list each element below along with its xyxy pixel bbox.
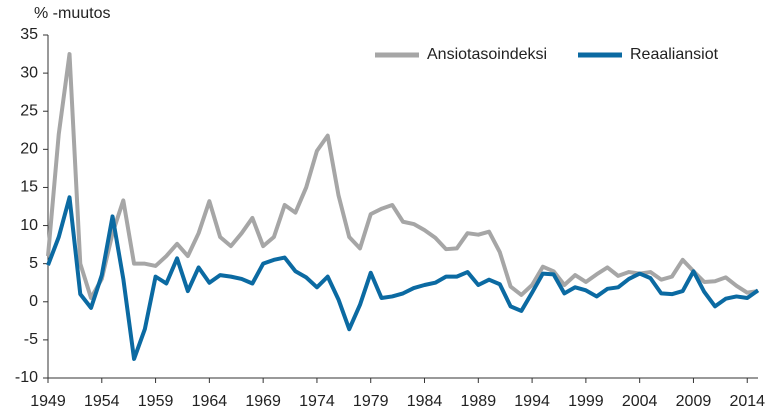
x-tick-label: 2014 — [729, 393, 765, 410]
x-tick-label: 2009 — [676, 393, 712, 410]
y-tick-label: -5 — [24, 331, 38, 348]
x-tick-label: 1979 — [353, 393, 389, 410]
x-tick-label: 1964 — [192, 393, 228, 410]
legend-label: Ansiotasoindeksi — [427, 46, 547, 63]
x-tick-label: 1949 — [30, 393, 66, 410]
x-tick-label: 1984 — [407, 393, 443, 410]
y-tick-label: 5 — [29, 255, 38, 272]
x-tick-label: 1954 — [84, 393, 120, 410]
series-line — [46, 52, 759, 300]
y-tick-label: 0 — [29, 293, 38, 310]
x-tick-label: 2004 — [622, 393, 658, 410]
x-tick-label: 1959 — [138, 393, 174, 410]
y-tick-label: 30 — [20, 64, 38, 81]
legend-box — [368, 42, 753, 70]
y-tick-label: 10 — [20, 217, 38, 234]
x-tick-label: 1969 — [245, 393, 281, 410]
x-tick-label: 1989 — [461, 393, 497, 410]
series-line — [46, 195, 760, 361]
x-tick-label: 1994 — [514, 393, 550, 410]
y-tick-label: 25 — [20, 102, 38, 119]
x-tick-label: 1999 — [568, 393, 604, 410]
y-tick-label: -10 — [15, 369, 38, 386]
legend-label: Reaaliansiot — [630, 46, 719, 63]
x-tick-label: 1974 — [299, 393, 335, 410]
y-tick-label: 15 — [20, 179, 38, 196]
y-tick-label: 20 — [20, 141, 38, 158]
y-tick-label: 35 — [20, 26, 38, 43]
y-axis-label: % -muutos — [34, 5, 110, 22]
